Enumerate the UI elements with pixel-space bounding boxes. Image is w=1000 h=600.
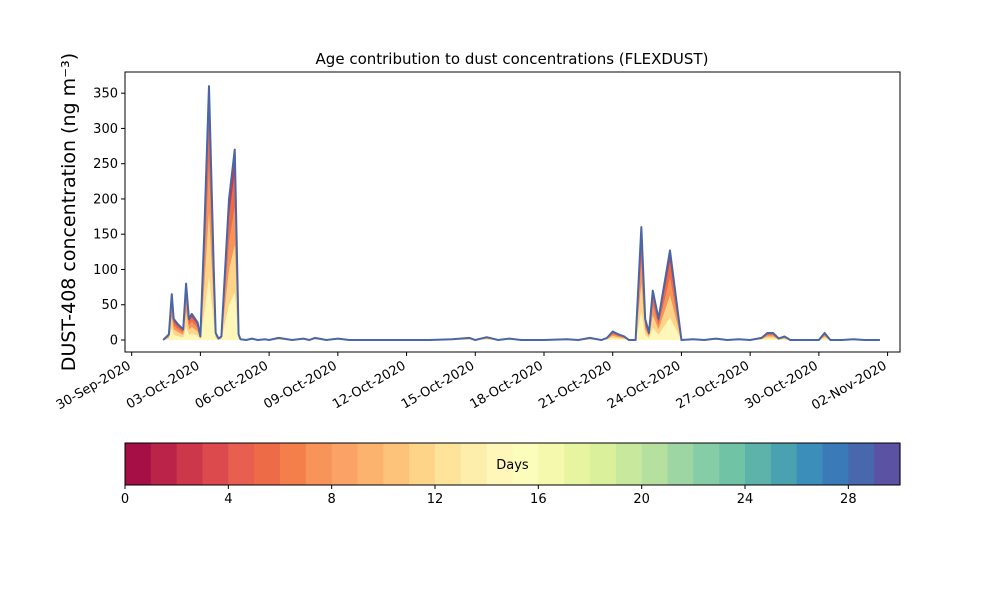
- colorbar-segment: [667, 443, 694, 485]
- colorbar-tick-label: 8: [328, 492, 336, 507]
- plot-frame: [124, 71, 901, 353]
- colorbar-tick-label: 12: [427, 492, 444, 507]
- y-tick-label: 250: [93, 157, 118, 172]
- x-tick-label: 15-Oct-2020: [399, 358, 477, 412]
- x-tick-label: 21-Oct-2020: [536, 358, 614, 412]
- x-tick-label: 12-Oct-2020: [330, 358, 408, 412]
- colorbar-segment: [641, 443, 669, 485]
- colorbar-segment: [228, 443, 255, 485]
- x-tick-label: 03-Oct-2020: [124, 358, 202, 412]
- colorbar-segment: [693, 443, 720, 485]
- y-axis-label: DUST-408 concentration (ng m⁻³): [58, 53, 80, 371]
- x-tick-label: 02-Nov-2020: [809, 358, 889, 413]
- age-layer-4: [163, 276, 880, 341]
- colorbar-segment: [435, 443, 462, 485]
- colorbar-segment: [176, 443, 204, 485]
- plot-area: 05010015020025030035030-Sep-202003-Oct-2…: [54, 71, 901, 413]
- colorbar-segment: [770, 443, 798, 485]
- y-tick-label: 100: [93, 263, 118, 278]
- colorbar-segment: [615, 443, 643, 485]
- x-tick-label: 06-Oct-2020: [193, 358, 271, 412]
- y-tick-label: 200: [93, 192, 118, 207]
- colorbar-segment: [848, 443, 875, 485]
- colorbar-segment: [796, 443, 824, 485]
- colorbar-segment: [254, 443, 281, 485]
- colorbar-segment: [125, 443, 152, 485]
- colorbar-segment: [202, 443, 229, 485]
- colorbar-segment: [486, 443, 514, 485]
- colorbar-segment: [357, 443, 384, 485]
- age-layer-0: [163, 86, 880, 341]
- colorbar-segment: [409, 443, 436, 485]
- colorbar-segment: [150, 443, 178, 485]
- colorbar: Days 0 4 8 12 16 20 24 28: [121, 442, 901, 507]
- colorbar-segment: [331, 443, 359, 485]
- y-tick-label: 0: [110, 334, 118, 349]
- colorbar-segment: [745, 443, 772, 485]
- x-tick-label: 09-Oct-2020: [261, 358, 339, 412]
- y-tick-label: 350: [93, 87, 118, 102]
- colorbar-segment: [305, 443, 333, 485]
- colorbar-segment: [512, 443, 539, 485]
- colorbar-tick-label: 20: [633, 492, 650, 507]
- colorbar-segment: [538, 443, 565, 485]
- age-layer-1: [163, 116, 880, 341]
- x-tick-label: 18-Oct-2020: [468, 358, 546, 412]
- colorbar-label: Days: [496, 458, 529, 473]
- colorbar-segment: [280, 443, 307, 485]
- colorbar-segment: [460, 443, 488, 485]
- colorbar-segment: [564, 443, 591, 485]
- series-line: [162, 85, 880, 342]
- y-tick-label: 300: [93, 122, 118, 137]
- x-tick-label: 24-Oct-2020: [605, 358, 683, 412]
- colorbar-tick-label: 16: [530, 492, 547, 507]
- colorbar-tick-label: 0: [121, 492, 129, 507]
- colorbar-tick-label: 28: [840, 492, 857, 507]
- colorbar-segment: [822, 443, 849, 485]
- age-layer-3: [163, 213, 880, 341]
- colorbar-segment: [874, 443, 901, 485]
- colorbar-frame: [124, 442, 901, 486]
- colorbar-segment: [383, 443, 410, 485]
- y-tick-label: 150: [93, 228, 118, 243]
- x-tick-label: 30-Oct-2020: [742, 358, 820, 412]
- colorbar-segment: [719, 443, 746, 485]
- colorbar-tick-label: 4: [224, 492, 232, 507]
- chart-title: Age contribution to dust concentrations …: [316, 50, 709, 68]
- y-tick-label: 50: [101, 298, 118, 313]
- x-tick-label: 27-Oct-2020: [674, 358, 752, 412]
- colorbar-segment: [590, 443, 617, 485]
- age-layer-2: [163, 162, 880, 341]
- colorbar-tick-label: 24: [737, 492, 754, 507]
